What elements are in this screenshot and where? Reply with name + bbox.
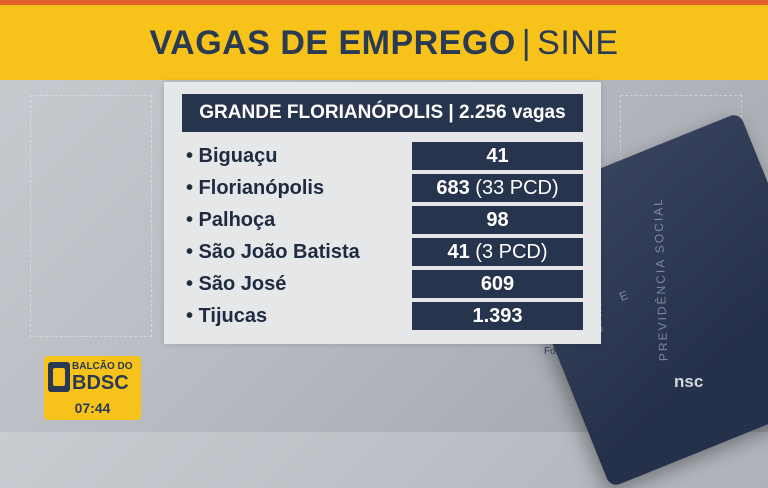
count-value: 98 <box>486 209 509 231</box>
count-value: 41 <box>486 145 509 167</box>
job-count: 1.393 <box>412 302 583 330</box>
table-row: • Florianópolis 683 (33 PCD) <box>182 174 583 202</box>
title-separator: | <box>521 24 532 62</box>
city-name: • Florianópolis <box>186 177 325 199</box>
phone-icon <box>48 362 70 392</box>
city-name: • Palhoça <box>186 209 276 231</box>
page-title: VAGAS DE EMPREGO | SINE <box>0 24 768 63</box>
panel-header: GRANDE FLORIANÓPOLIS | 2.256 vagas <box>182 94 583 132</box>
count-value: 1.393 <box>472 305 523 327</box>
count-value: 609 <box>480 273 515 295</box>
table-row: • São José 609 <box>182 270 583 298</box>
count-extra: (3 PCD) <box>475 241 548 263</box>
job-count: 41 (3 PCD) <box>412 238 583 266</box>
job-count: 41 <box>412 142 583 170</box>
job-count: 609 <box>412 270 583 298</box>
logo-line-1: BALCÃO DO <box>72 361 133 372</box>
job-count: 683 (33 PCD) <box>412 174 583 202</box>
city-name: • São João Batista <box>186 241 360 263</box>
title-sub: SINE <box>537 24 619 62</box>
city-name: • São José <box>186 273 287 295</box>
count-value: 683 <box>436 177 470 199</box>
logo-line-2: BDSC <box>72 372 129 394</box>
job-count: 98 <box>412 206 583 234</box>
city-name: • Tijucas <box>186 305 268 327</box>
source-caption: Fonte: Sine <box>544 346 596 357</box>
work-card-text-3: PREVIDÊNCIA SOCIAL <box>650 196 671 362</box>
channel-watermark: nsc <box>674 372 704 391</box>
city-name: • Biguaçu <box>186 145 278 167</box>
count-extra: (33 PCD) <box>475 177 559 199</box>
table-row: • Palhoça 98 <box>182 206 583 234</box>
title-main: VAGAS DE EMPREGO <box>149 24 516 62</box>
work-card-text-2: E <box>617 287 632 304</box>
table-row: • Tijucas 1.393 <box>182 302 583 330</box>
table-row: • Biguaçu 41 <box>182 142 583 170</box>
decorative-frame-left <box>30 95 152 337</box>
jobs-panel: GRANDE FLORIANÓPOLIS | 2.256 vagas • Big… <box>164 82 601 344</box>
clock-time: 07:44 <box>74 400 111 416</box>
program-logo: BALCÃO DO BDSC 07:44 <box>44 356 141 420</box>
count-value: 41 <box>447 241 470 263</box>
top-banner <box>0 0 768 80</box>
table-row: • São João Batista 41 (3 PCD) <box>182 238 583 266</box>
